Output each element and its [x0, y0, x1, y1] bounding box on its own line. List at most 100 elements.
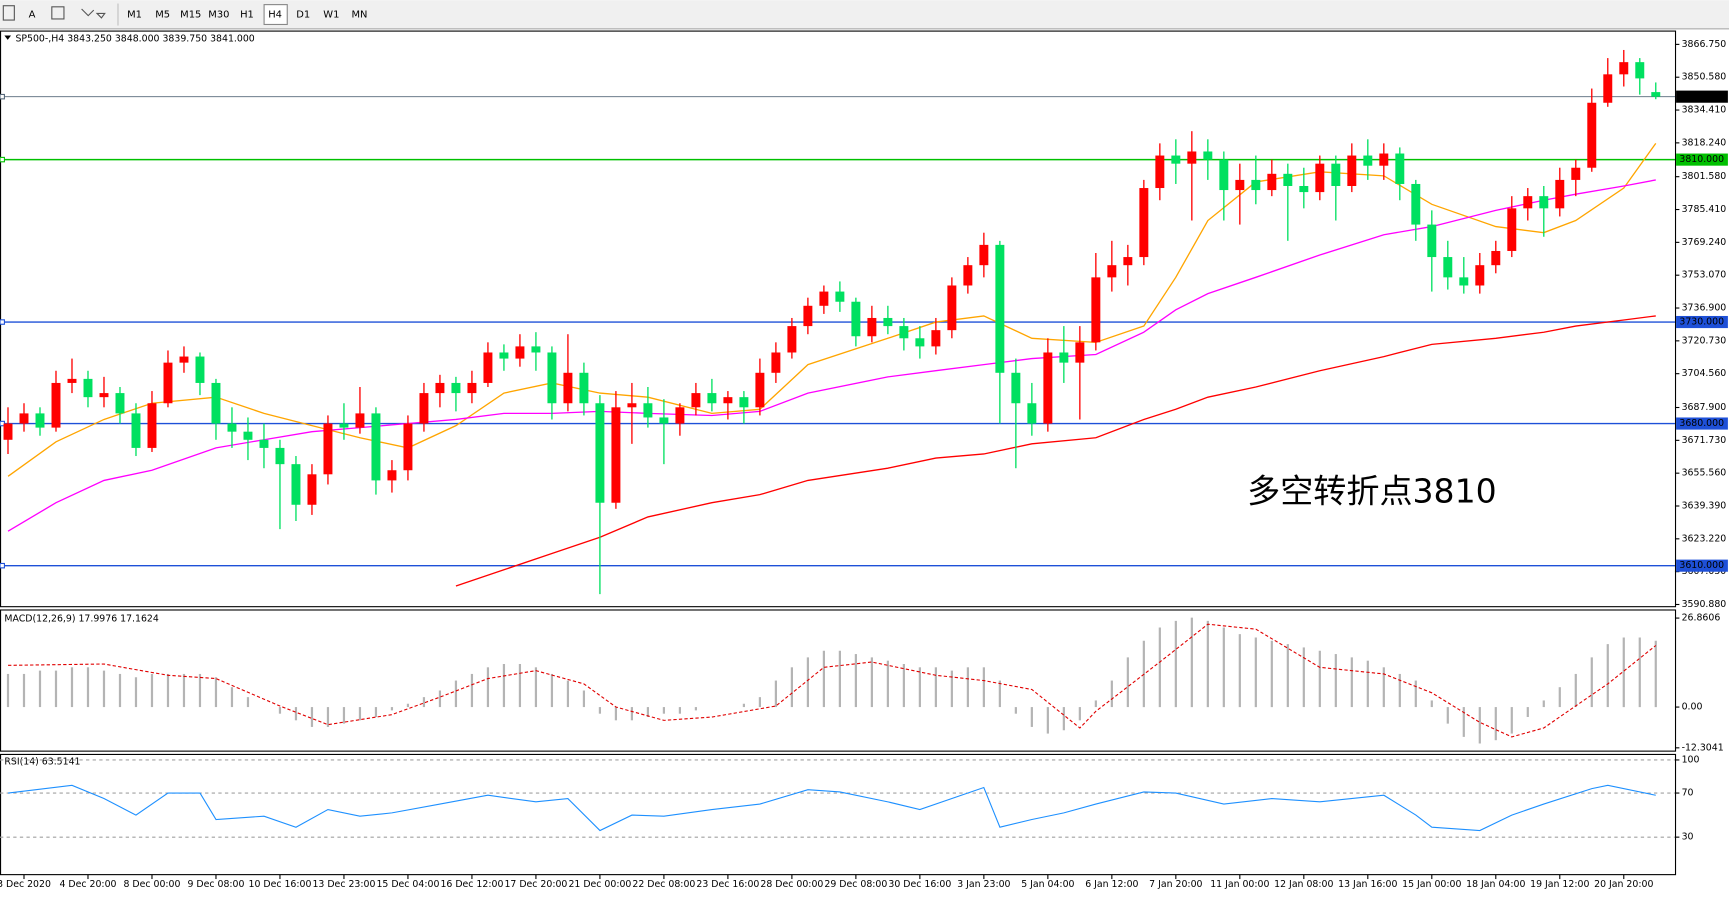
- candle-body: [707, 393, 717, 404]
- timeframe-button[interactable]: H1: [240, 10, 254, 21]
- x-tick-label: 3 Dec 2020: [0, 879, 51, 890]
- x-tick-label: 29 Dec 08:00: [824, 879, 887, 890]
- timeframe-button[interactable]: H4: [268, 10, 282, 21]
- candle-body: [979, 244, 989, 266]
- candle-body: [995, 244, 1005, 373]
- rsi-panel: [0, 753, 1677, 876]
- cursor-icon[interactable]: [2, 5, 15, 21]
- y-tick-label: 3687.900: [1682, 402, 1727, 413]
- candle-body: [1587, 102, 1597, 168]
- candle-body: [371, 413, 381, 481]
- x-tick-label: 11 Jan 00:00: [1210, 879, 1269, 890]
- timeframe-button[interactable]: M30: [208, 10, 229, 21]
- candle-body: [691, 393, 701, 408]
- candle-body: [19, 413, 29, 424]
- candle-body: [323, 423, 333, 475]
- x-tick-label: 8 Dec 00:00: [123, 879, 180, 890]
- candle-body: [1507, 208, 1517, 251]
- timeframe-button[interactable]: M15: [180, 10, 201, 21]
- candle-body: [147, 403, 157, 448]
- candle-body: [931, 330, 941, 347]
- candle-body: [771, 352, 781, 373]
- level-label: 3680.000: [1679, 418, 1724, 429]
- y-tick-label: 3623.220: [1682, 533, 1727, 544]
- candle-body: [739, 397, 749, 408]
- candle-body: [835, 291, 845, 302]
- candle-body: [1219, 159, 1229, 191]
- objects-tool[interactable]: [81, 8, 106, 19]
- candle-body: [1155, 155, 1165, 189]
- moving-average: [455, 315, 1656, 587]
- candle-body: [1235, 179, 1245, 191]
- candle-body: [1395, 153, 1405, 184]
- level-handle: [0, 562, 5, 569]
- menu-arrow[interactable]: [4, 35, 12, 40]
- candle-body: [483, 352, 493, 383]
- candle-body: [1619, 62, 1629, 75]
- candle-body: [1107, 265, 1117, 278]
- level-label: 3730.000: [1679, 317, 1724, 328]
- y-tick-label: 26.8606: [1682, 613, 1721, 624]
- candle-body: [867, 317, 877, 337]
- toolbar: A M1 M5 M15 M30 H1 H4 D1 W1 MN: [2, 3, 367, 26]
- x-tick-label: 5 Jan 04:00: [1021, 879, 1074, 890]
- candle-body: [451, 382, 461, 394]
- timeframe-button[interactable]: D1: [296, 10, 310, 21]
- x-tick-label: 30 Dec 16:00: [888, 879, 951, 890]
- x-tick-label: 17 Dec 20:00: [504, 879, 567, 890]
- candle-body: [1555, 179, 1565, 209]
- candle-body: [643, 403, 653, 418]
- x-tick-label: 13 Dec 23:00: [312, 879, 375, 890]
- label-tool[interactable]: [51, 6, 65, 20]
- timeframe-button[interactable]: M1: [127, 10, 142, 21]
- candle-body: [1347, 155, 1357, 186]
- candle-body: [659, 417, 669, 424]
- candle-body: [355, 413, 365, 428]
- candle-body: [275, 447, 285, 465]
- candle-body: [1251, 179, 1261, 191]
- annotation: 多空转折点3810: [1247, 472, 1497, 511]
- candle-body: [963, 265, 973, 286]
- candle-body: [1315, 163, 1325, 193]
- candle-body: [1571, 167, 1581, 180]
- candle-body: [675, 407, 685, 424]
- y-tick-label: 3834.410: [1682, 105, 1727, 116]
- candle-body: [1043, 352, 1053, 424]
- candle-body: [419, 393, 429, 424]
- level-handle: [0, 319, 5, 325]
- timeframe-button[interactable]: M5: [155, 10, 170, 21]
- candle-body: [515, 346, 525, 359]
- x-tick-label: 28 Dec 00:00: [760, 879, 823, 890]
- y-tick-label: 3785.410: [1682, 204, 1727, 215]
- x-tick-label: 15 Jan 00:00: [1402, 879, 1461, 890]
- macd-title: MACD(12,26,9) 17.9976 17.1624: [4, 613, 158, 624]
- candle-body: [1075, 342, 1085, 363]
- y-tick-label: 3850.580: [1682, 72, 1727, 83]
- candle-body: [1427, 224, 1437, 258]
- candle-body: [819, 291, 829, 306]
- y-tick-label: 3639.390: [1682, 500, 1727, 511]
- moving-average: [7, 142, 1657, 477]
- candle-body: [115, 393, 125, 414]
- candle-body: [1363, 155, 1373, 166]
- x-tick-label: 3 Jan 23:00: [957, 879, 1010, 890]
- y-tick-label: -12.3041: [1682, 742, 1724, 753]
- candle-body: [99, 393, 109, 398]
- candle-body: [291, 464, 301, 505]
- timeframe-button[interactable]: MN: [351, 10, 367, 21]
- candle-body: [1491, 250, 1501, 266]
- x-tick-label: 16 Dec 12:00: [440, 879, 503, 890]
- candle-body: [1139, 188, 1149, 258]
- candle-body: [851, 301, 861, 337]
- text-tool[interactable]: A: [29, 10, 36, 21]
- level-handle: [0, 156, 5, 163]
- candle-body: [1299, 185, 1309, 193]
- timeframe-button[interactable]: W1: [323, 10, 339, 21]
- level-label-bg: [1676, 315, 1728, 329]
- x-tick-label: 10 Dec 16:00: [248, 879, 311, 890]
- x-tick-label: 9 Dec 08:00: [187, 879, 244, 890]
- moving-average: [7, 179, 1656, 532]
- chart-bg: [0, 29, 1729, 898]
